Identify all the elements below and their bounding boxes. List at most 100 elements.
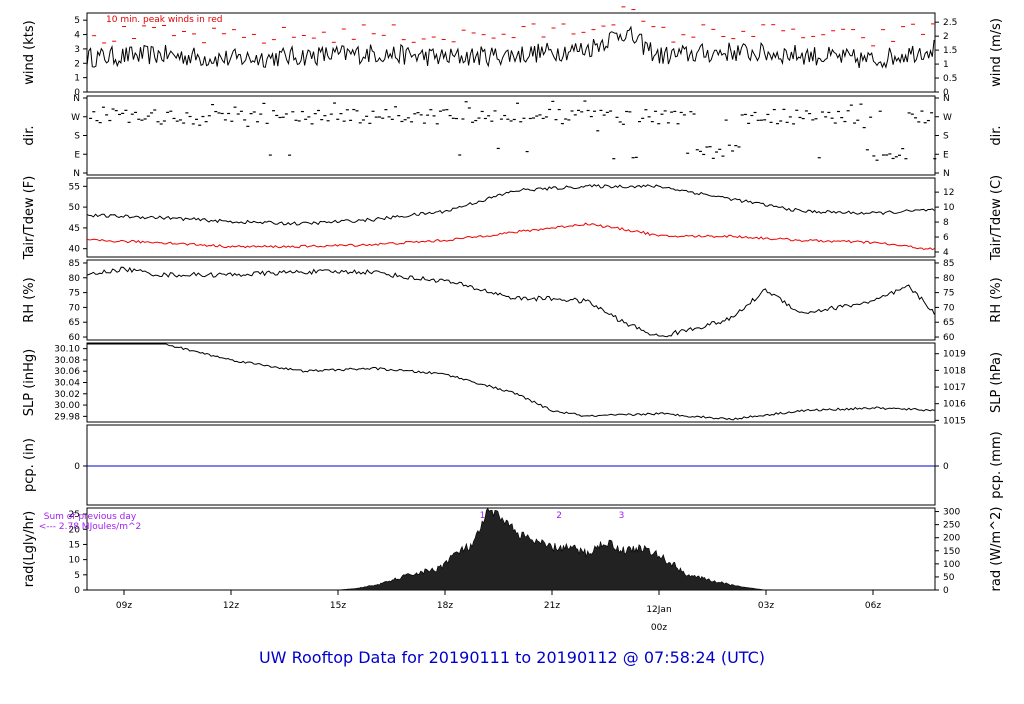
rad-left-tick-label: 10 (69, 556, 81, 566)
dewpoint-line (86, 222, 935, 251)
rad-left-tick-label: 0 (74, 586, 80, 596)
rad-marker-1: 1 (480, 511, 486, 521)
pcp-left-tick-label: 0 (74, 462, 80, 472)
rh-panel-frame (86, 259, 936, 341)
wind-left-tick-label: 2 (74, 59, 80, 69)
wind-peak-note: 10 min. peak winds in red (106, 15, 223, 25)
temp-left-tick-label: 40 (69, 245, 81, 255)
rh-right-tick-label: 70 (943, 303, 955, 313)
temp-panel-frame (86, 177, 936, 258)
wind-left-tick-label: 3 (74, 45, 80, 55)
slp-right-tick-label: 1016 (943, 400, 966, 410)
x-tick-label: 12z (223, 601, 239, 611)
pcp-ylabel-right: pcp. (mm) (989, 431, 1004, 498)
pcp-right-tick-label: 0 (943, 462, 949, 472)
temp-left-tick-label: 55 (69, 182, 80, 192)
rad-left-tick-label: 20 (69, 525, 81, 535)
rh-ylabel-right: RH (%) (989, 277, 1004, 322)
slp-left-tick-label: 30.06 (54, 367, 80, 377)
dir-right-tick-label: E (943, 150, 949, 160)
rh-right-tick-label: 65 (943, 318, 954, 328)
wind-left-tick-label: 5 (74, 16, 80, 26)
slp-left-tick-label: 30.04 (54, 379, 80, 389)
rh-left-tick-label: 85 (69, 259, 80, 269)
dir-left-tick-label: W (71, 113, 80, 123)
rad-marker-3: 3 (619, 511, 625, 521)
wind-ylabel-right: wind (m/s) (989, 18, 1004, 87)
rad-left-tick-label: 25 (69, 510, 80, 520)
pcp-panel-frame (86, 424, 936, 506)
air-temp-line (86, 184, 935, 226)
x-tick-label: 00z (651, 623, 667, 633)
slp-right-tick-label: 1018 (943, 366, 966, 376)
dir-left-tick-label: E (74, 150, 80, 160)
rh-right-tick-label: 60 (943, 333, 955, 343)
rad-right-tick-label: 0 (943, 586, 949, 596)
wind-panel-frame (86, 12, 936, 93)
x-tick-label: 09z (116, 601, 132, 611)
rad-left-tick-label: 15 (69, 540, 80, 550)
slp-left-tick-label: 29.98 (54, 412, 80, 422)
rad-left-tick-label: 5 (74, 571, 80, 581)
rh-left-tick-label: 60 (69, 333, 81, 343)
slp-left-tick-label: 30.08 (54, 356, 80, 366)
rad-right-tick-label: 250 (943, 521, 960, 531)
temp-ylabel-left: Tair/Tdew (F) (22, 176, 37, 261)
dir-ylabel-left: dir. (22, 125, 37, 145)
slp-right-tick-label: 1019 (943, 350, 966, 360)
x-date-label: 12Jan (646, 605, 671, 615)
x-tick-label: 21z (544, 601, 560, 611)
wind-right-tick-label: 0 (943, 88, 949, 98)
temp-right-tick-label: 8 (943, 218, 949, 228)
wind-right-tick-label: 1 (943, 60, 949, 70)
temp-ylabel-right: Tair/Tdew (C) (989, 175, 1004, 261)
wind-right-tick-label: 0.5 (943, 74, 957, 84)
rh-ylabel-left: RH (%) (22, 277, 37, 322)
wind-right-tick-label: 1.5 (943, 46, 957, 56)
rad-sum-note-line2: <--- 2.78 MJoules/m^2 (39, 522, 141, 532)
slp-left-tick-label: 30.02 (54, 390, 80, 400)
dir-panel-frame (86, 95, 936, 176)
slp-left-tick-label: 30.10 (54, 345, 80, 355)
rh-left-tick-label: 80 (69, 274, 81, 284)
dir-right-tick-label: S (943, 132, 949, 142)
rad-right-tick-label: 300 (943, 508, 960, 518)
radiation-area (337, 507, 767, 591)
rh-right-tick-label: 75 (943, 289, 954, 299)
dir-right-tick-label: W (943, 113, 952, 123)
temp-right-tick-label: 4 (943, 248, 949, 258)
rad-sum-note-line1: Sum of previous day (44, 512, 137, 522)
dir-left-tick-label: N (73, 169, 80, 179)
rad-right-tick-label: 150 (943, 547, 960, 557)
dir-left-tick-label: N (73, 94, 80, 104)
slp-line (87, 343, 935, 421)
figure-title: UW Rooftop Data for 20190111 to 20190112… (258, 648, 766, 667)
dir-right-tick-label: N (943, 169, 950, 179)
rh-right-tick-label: 80 (943, 274, 955, 284)
slp-ylabel-right: SLP (hPa) (989, 352, 1004, 413)
dir-ylabel-right: dir. (989, 125, 1004, 145)
dir-left-tick-label: S (74, 132, 80, 142)
wind-speed-line (86, 25, 935, 69)
wind-left-tick-label: 0 (74, 88, 80, 98)
rad-right-tick-label: 200 (943, 534, 960, 544)
wind-ylabel-left: wind (kts) (22, 20, 37, 84)
slp-right-tick-label: 1015 (943, 416, 966, 426)
x-tick-label: 15z (330, 601, 346, 611)
temp-right-tick-label: 10 (943, 203, 955, 213)
x-tick-label: 18z (437, 601, 453, 611)
rad-right-tick-label: 100 (943, 560, 960, 570)
dir-right-tick-label: N (943, 94, 950, 104)
rad-right-tick-label: 50 (943, 573, 955, 583)
rad-marker-2: 2 (556, 511, 562, 521)
rh-left-tick-label: 65 (69, 318, 80, 328)
rad-ylabel-right: rad (W/m^2) (989, 507, 1004, 592)
slp-left-tick-label: 30.00 (54, 401, 80, 411)
rh-line (86, 266, 935, 338)
temp-left-tick-label: 50 (69, 203, 81, 213)
wind-right-tick-label: 2 (943, 32, 949, 42)
pcp-ylabel-left: pcp. (in) (22, 438, 37, 492)
rad-ylabel-left: rad(Lgly/hr) (22, 511, 37, 587)
x-tick-label: 06z (865, 601, 881, 611)
